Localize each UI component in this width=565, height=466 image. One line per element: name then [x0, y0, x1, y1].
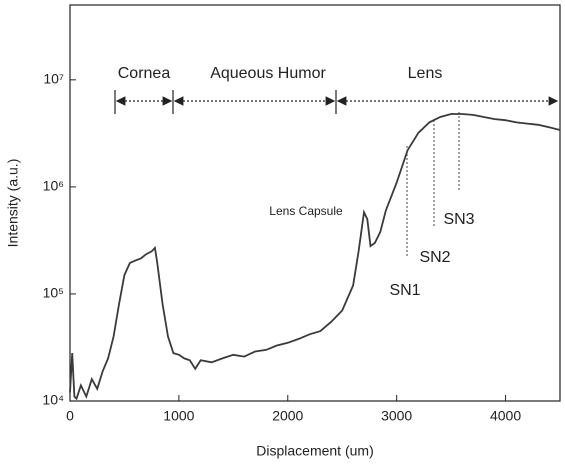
plot-frame: [69, 4, 561, 402]
y-tick-label: 10⁵: [43, 285, 64, 301]
x-tick-label: 2000: [272, 408, 303, 424]
y-axis-label: Intensity (a.u.): [5, 159, 21, 248]
y-tick-label: 10⁷: [43, 71, 64, 87]
annotation: Lens Capsule: [269, 204, 343, 218]
x-tick-label: 1000: [163, 408, 194, 424]
annotation: SN3: [443, 211, 474, 228]
y-tick-label: 10⁶: [43, 178, 64, 194]
x-tick-label: 4000: [490, 408, 521, 424]
annotation: Aqueous Humor: [210, 65, 326, 82]
x-tick-label: 3000: [381, 408, 412, 424]
annotation: SN1: [389, 282, 420, 299]
annotation: Lens: [408, 65, 443, 82]
sn-markers: [406, 112, 460, 258]
x-tick-label: 0: [66, 408, 74, 424]
annotation: Cornea: [118, 65, 171, 82]
x-axis-label: Displacement (um): [256, 443, 373, 459]
annotation: SN2: [419, 249, 450, 266]
y-tick-label: 10⁴: [42, 392, 64, 408]
data-line: [69, 113, 561, 401]
region-arrows: [114, 90, 559, 114]
